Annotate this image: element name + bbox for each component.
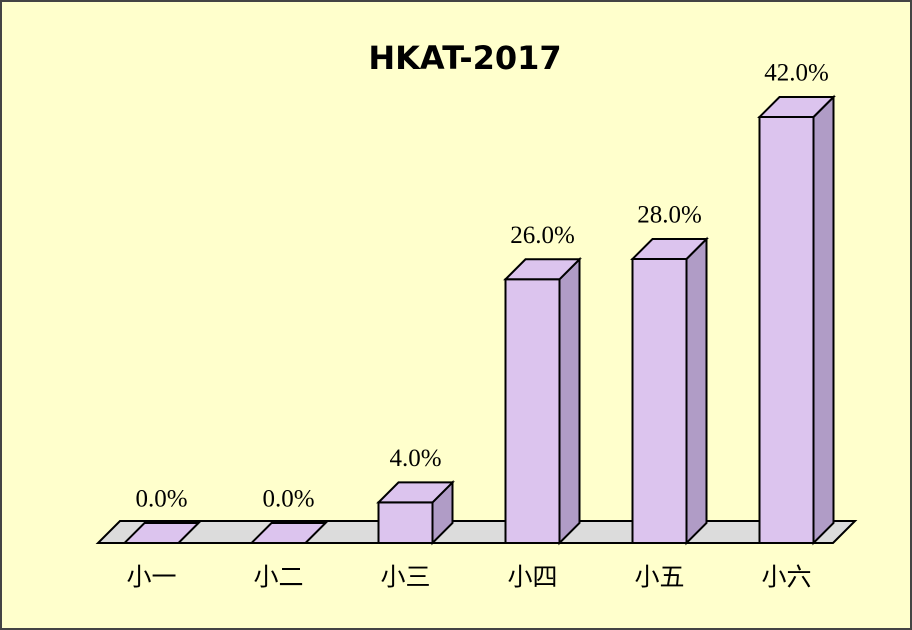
value-label: 0.0% [135, 486, 187, 513]
x-tick-label: 小四 [507, 564, 557, 592]
bar-top [757, 96, 836, 118]
bar-side [685, 236, 708, 546]
x-tick-label: 小一 [126, 564, 176, 592]
bar-front [758, 116, 815, 544]
bar-front [631, 258, 688, 544]
value-label: 4.0% [389, 445, 441, 472]
bar-side [558, 256, 581, 546]
value-label: 0.0% [262, 486, 314, 513]
floor [95, 520, 858, 544]
x-tick-label: 小五 [634, 564, 684, 592]
value-label: 26.0% [510, 222, 575, 249]
x-tick-label: 小六 [761, 564, 811, 592]
bar-front [377, 501, 434, 544]
value-label: 42.0% [764, 60, 829, 87]
x-tick-label: 小三 [380, 564, 430, 592]
chart-title: HKAT-2017 [368, 39, 561, 77]
bar-top [122, 522, 201, 544]
bar-side [812, 94, 835, 546]
bar-top [249, 522, 328, 544]
value-label: 28.0% [637, 202, 702, 229]
bar-top [503, 258, 582, 281]
bar-top [630, 238, 709, 260]
bar-top [376, 481, 455, 504]
bar-front [504, 278, 561, 544]
x-tick-label: 小二 [253, 564, 303, 592]
